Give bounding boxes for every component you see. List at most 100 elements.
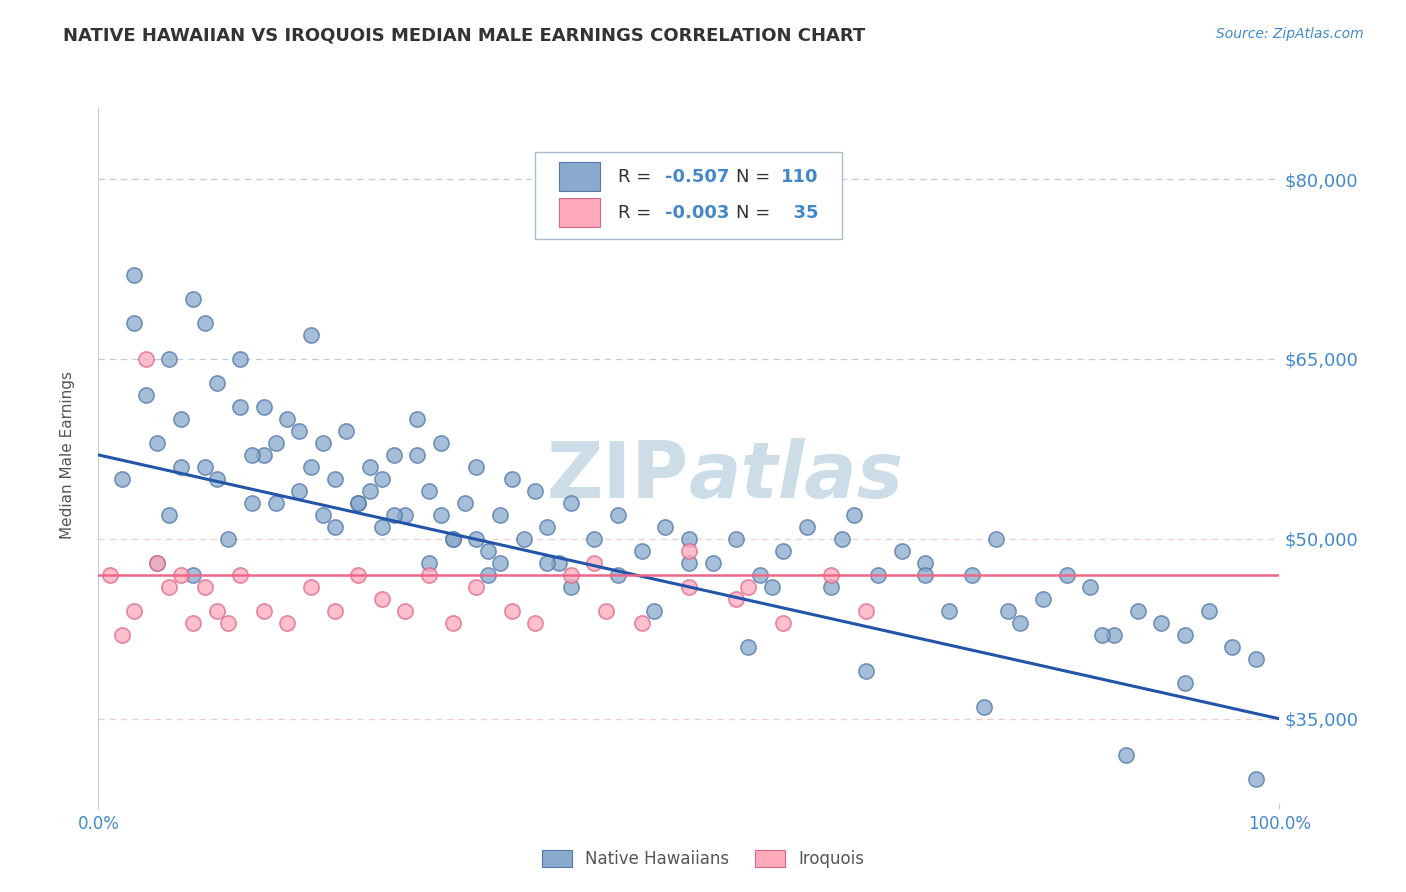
Point: [796, 520, 818, 534]
Point: [890, 544, 912, 558]
Point: [465, 459, 488, 474]
Point: [678, 544, 700, 558]
Point: [347, 496, 370, 510]
Point: [477, 544, 499, 558]
Point: [772, 544, 794, 558]
Point: [643, 604, 665, 618]
Text: N =: N =: [737, 203, 776, 222]
Text: Source: ZipAtlas.com: Source: ZipAtlas.com: [1216, 27, 1364, 41]
Point: [501, 472, 523, 486]
Point: [276, 615, 298, 630]
Point: [299, 328, 322, 343]
Point: [98, 567, 121, 582]
Point: [654, 520, 676, 534]
FancyBboxPatch shape: [536, 153, 842, 239]
Point: [866, 567, 889, 582]
Point: [560, 567, 582, 582]
Point: [441, 615, 464, 630]
Point: [299, 459, 322, 474]
Point: [253, 400, 276, 414]
Point: [288, 424, 311, 438]
Point: [122, 316, 145, 330]
Point: [962, 567, 984, 582]
Point: [170, 412, 193, 426]
Point: [217, 615, 239, 630]
Point: [630, 544, 652, 558]
Point: [1032, 591, 1054, 606]
Point: [725, 591, 748, 606]
Point: [347, 496, 370, 510]
Point: [844, 508, 866, 522]
Point: [382, 448, 405, 462]
Point: [194, 459, 217, 474]
Text: -0.507: -0.507: [665, 168, 730, 186]
Point: [583, 532, 606, 546]
Y-axis label: Median Male Earnings: Median Male Earnings: [60, 371, 75, 539]
Point: [501, 604, 523, 618]
Point: [678, 532, 700, 546]
Point: [1174, 628, 1197, 642]
Point: [240, 448, 263, 462]
Text: atlas: atlas: [689, 438, 904, 514]
Point: [1150, 615, 1173, 630]
Point: [536, 520, 558, 534]
Point: [418, 483, 440, 498]
FancyBboxPatch shape: [560, 162, 600, 191]
Point: [737, 580, 759, 594]
Point: [194, 316, 217, 330]
Point: [111, 472, 134, 486]
Point: [312, 508, 335, 522]
Point: [1080, 580, 1102, 594]
Point: [595, 604, 617, 618]
Point: [111, 628, 134, 642]
Point: [157, 351, 180, 366]
Point: [560, 496, 582, 510]
Point: [997, 604, 1019, 618]
Point: [441, 532, 464, 546]
Point: [820, 567, 842, 582]
Point: [630, 615, 652, 630]
Point: [181, 567, 204, 582]
Point: [477, 567, 499, 582]
Point: [418, 556, 440, 570]
Point: [371, 591, 394, 606]
Point: [299, 580, 322, 594]
Point: [820, 580, 842, 594]
Point: [914, 556, 936, 570]
Point: [288, 483, 311, 498]
Point: [217, 532, 239, 546]
Point: [146, 556, 169, 570]
Point: [1102, 628, 1125, 642]
Text: -0.003: -0.003: [665, 203, 730, 222]
Point: [135, 351, 157, 366]
Text: ZIPat las: ZIPat las: [686, 475, 692, 476]
Point: [855, 664, 877, 678]
Point: [465, 532, 488, 546]
Point: [406, 448, 429, 462]
Point: [276, 412, 298, 426]
Point: [1244, 652, 1267, 666]
Point: [1091, 628, 1114, 642]
Point: [430, 436, 453, 450]
Point: [181, 615, 204, 630]
Point: [394, 508, 416, 522]
Point: [737, 640, 759, 654]
Point: [678, 580, 700, 594]
Point: [347, 567, 370, 582]
Point: [253, 448, 276, 462]
Point: [359, 483, 381, 498]
Point: [536, 556, 558, 570]
Point: [984, 532, 1007, 546]
Point: [122, 268, 145, 282]
Point: [761, 580, 783, 594]
Point: [240, 496, 263, 510]
Point: [229, 567, 252, 582]
Point: [855, 604, 877, 618]
Point: [1115, 747, 1137, 762]
Point: [170, 567, 193, 582]
Point: [205, 376, 228, 390]
Point: [229, 351, 252, 366]
Point: [914, 567, 936, 582]
Point: [524, 615, 547, 630]
Point: [512, 532, 534, 546]
